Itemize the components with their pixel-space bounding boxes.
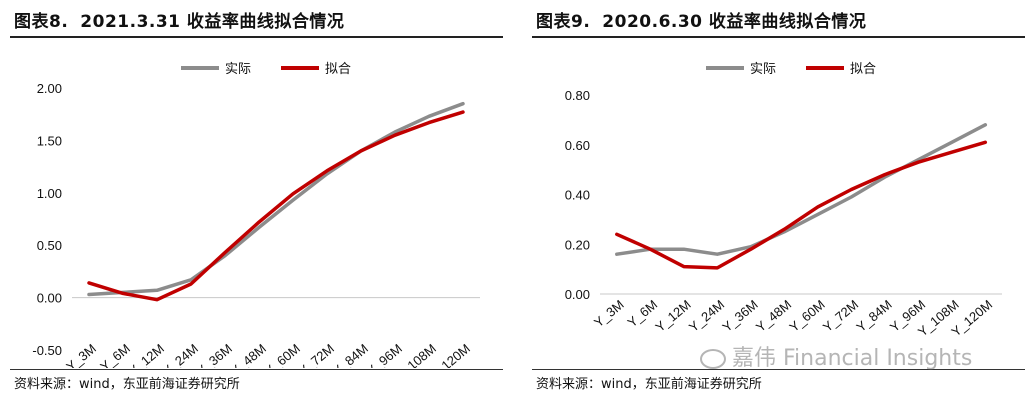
- x-tick-label: Y_3M: [591, 297, 627, 330]
- source-rule: [10, 369, 503, 370]
- watermark: 嘉伟 Financial Insights: [700, 340, 972, 372]
- title-rule: [10, 36, 503, 38]
- y-tick-label: 1.50: [37, 133, 62, 148]
- x-tick-label: Y_96M: [364, 341, 405, 368]
- legend-label-2: 拟合: [325, 62, 351, 77]
- figure-title-text: 2020.6.30 收益率曲线拟合情况: [602, 12, 867, 32]
- series-line-1: [87, 101, 465, 297]
- x-tick-label: Y_84M: [853, 297, 894, 335]
- x-tick-label: Y_72M: [820, 297, 861, 335]
- x-tick-label: Y_12M: [652, 297, 693, 335]
- source-note: 资料来源：wind，东亚前海证券研究所: [14, 377, 240, 392]
- x-tick-label: Y_48M: [753, 297, 794, 335]
- chart-title: 图表8. 2021.3.31 收益率曲线拟合情况: [14, 7, 344, 32]
- series-line-1: [615, 123, 988, 256]
- y-tick-label: -0.50: [32, 343, 62, 358]
- x-tick-label: Y_36M: [194, 341, 235, 368]
- y-tick-label: 1.00: [37, 186, 62, 201]
- legend: 实际 拟合: [181, 62, 351, 77]
- x-tick-label: Y_36M: [719, 297, 760, 335]
- wechat-icon: [700, 349, 726, 369]
- y-tick-label: 0.00: [37, 291, 62, 306]
- x-tick-label: Y_24M: [160, 341, 201, 368]
- yield-curve-chart-2021: 实际 拟合 -0.50 0.00 0.50 1.00 1.50 2.00 Y_3MY_6MY_1…: [32, 62, 480, 368]
- y-tick-label: 0.20: [565, 237, 590, 252]
- x-tick-label: Y_60M: [262, 341, 303, 368]
- x-tick-label: Y_6M: [97, 341, 133, 368]
- legend-label-1: 实际: [225, 62, 251, 77]
- yield-curve-chart-2020: 实际 拟合0.000.200.400.600.80Y_3MY_6MY_12MY_2…: [565, 62, 1002, 339]
- series-line-2: [615, 140, 988, 270]
- x-tick-label: Y_48M: [228, 341, 269, 368]
- y-tick-label: 0.40: [565, 188, 590, 203]
- title-rule: [532, 36, 1025, 38]
- source-note: 资料来源：wind，东亚前海证券研究所: [536, 377, 762, 392]
- figure-number: 图表8.: [14, 12, 69, 32]
- y-tick-label: 0.60: [565, 138, 590, 153]
- y-tick-label: 0.50: [37, 238, 62, 253]
- chart-panel-left: 图表8. 2021.3.31 收益率曲线拟合情况 实际 拟合 -0.50 0.00 0.5…: [10, 0, 503, 402]
- figure-title-text: 2021.3.31 收益率曲线拟合情况: [80, 12, 345, 32]
- x-tick-label: Y_60M: [786, 297, 827, 335]
- x-tick-label: Y_12M: [126, 341, 167, 368]
- chart-title: 图表9. 2020.6.30 收益率曲线拟合情况: [536, 7, 866, 32]
- series-line-2: [87, 110, 465, 302]
- y-tick-label: 0.80: [565, 88, 590, 103]
- x-tick-label: Y_72M: [296, 341, 337, 368]
- legend: 实际 拟合: [706, 62, 876, 77]
- figure-number: 图表9.: [536, 12, 591, 32]
- y-tick-label: 2.00: [37, 81, 62, 96]
- source-rule: [532, 369, 1025, 370]
- x-tick-label: Y_3M: [63, 341, 99, 368]
- x-tick-label: Y_84M: [330, 341, 371, 368]
- x-tick-label: Y_24M: [686, 297, 727, 335]
- legend-label-1: 实际: [750, 62, 776, 77]
- chart-panel-right: 图表9. 2020.6.30 收益率曲线拟合情况 实际 拟合 0.00 0.20 0.40…: [532, 0, 1025, 402]
- y-tick-label: 0.00: [565, 287, 590, 302]
- legend-label-2: 拟合: [850, 62, 876, 77]
- watermark-text: 嘉伟 Financial Insights: [732, 346, 973, 371]
